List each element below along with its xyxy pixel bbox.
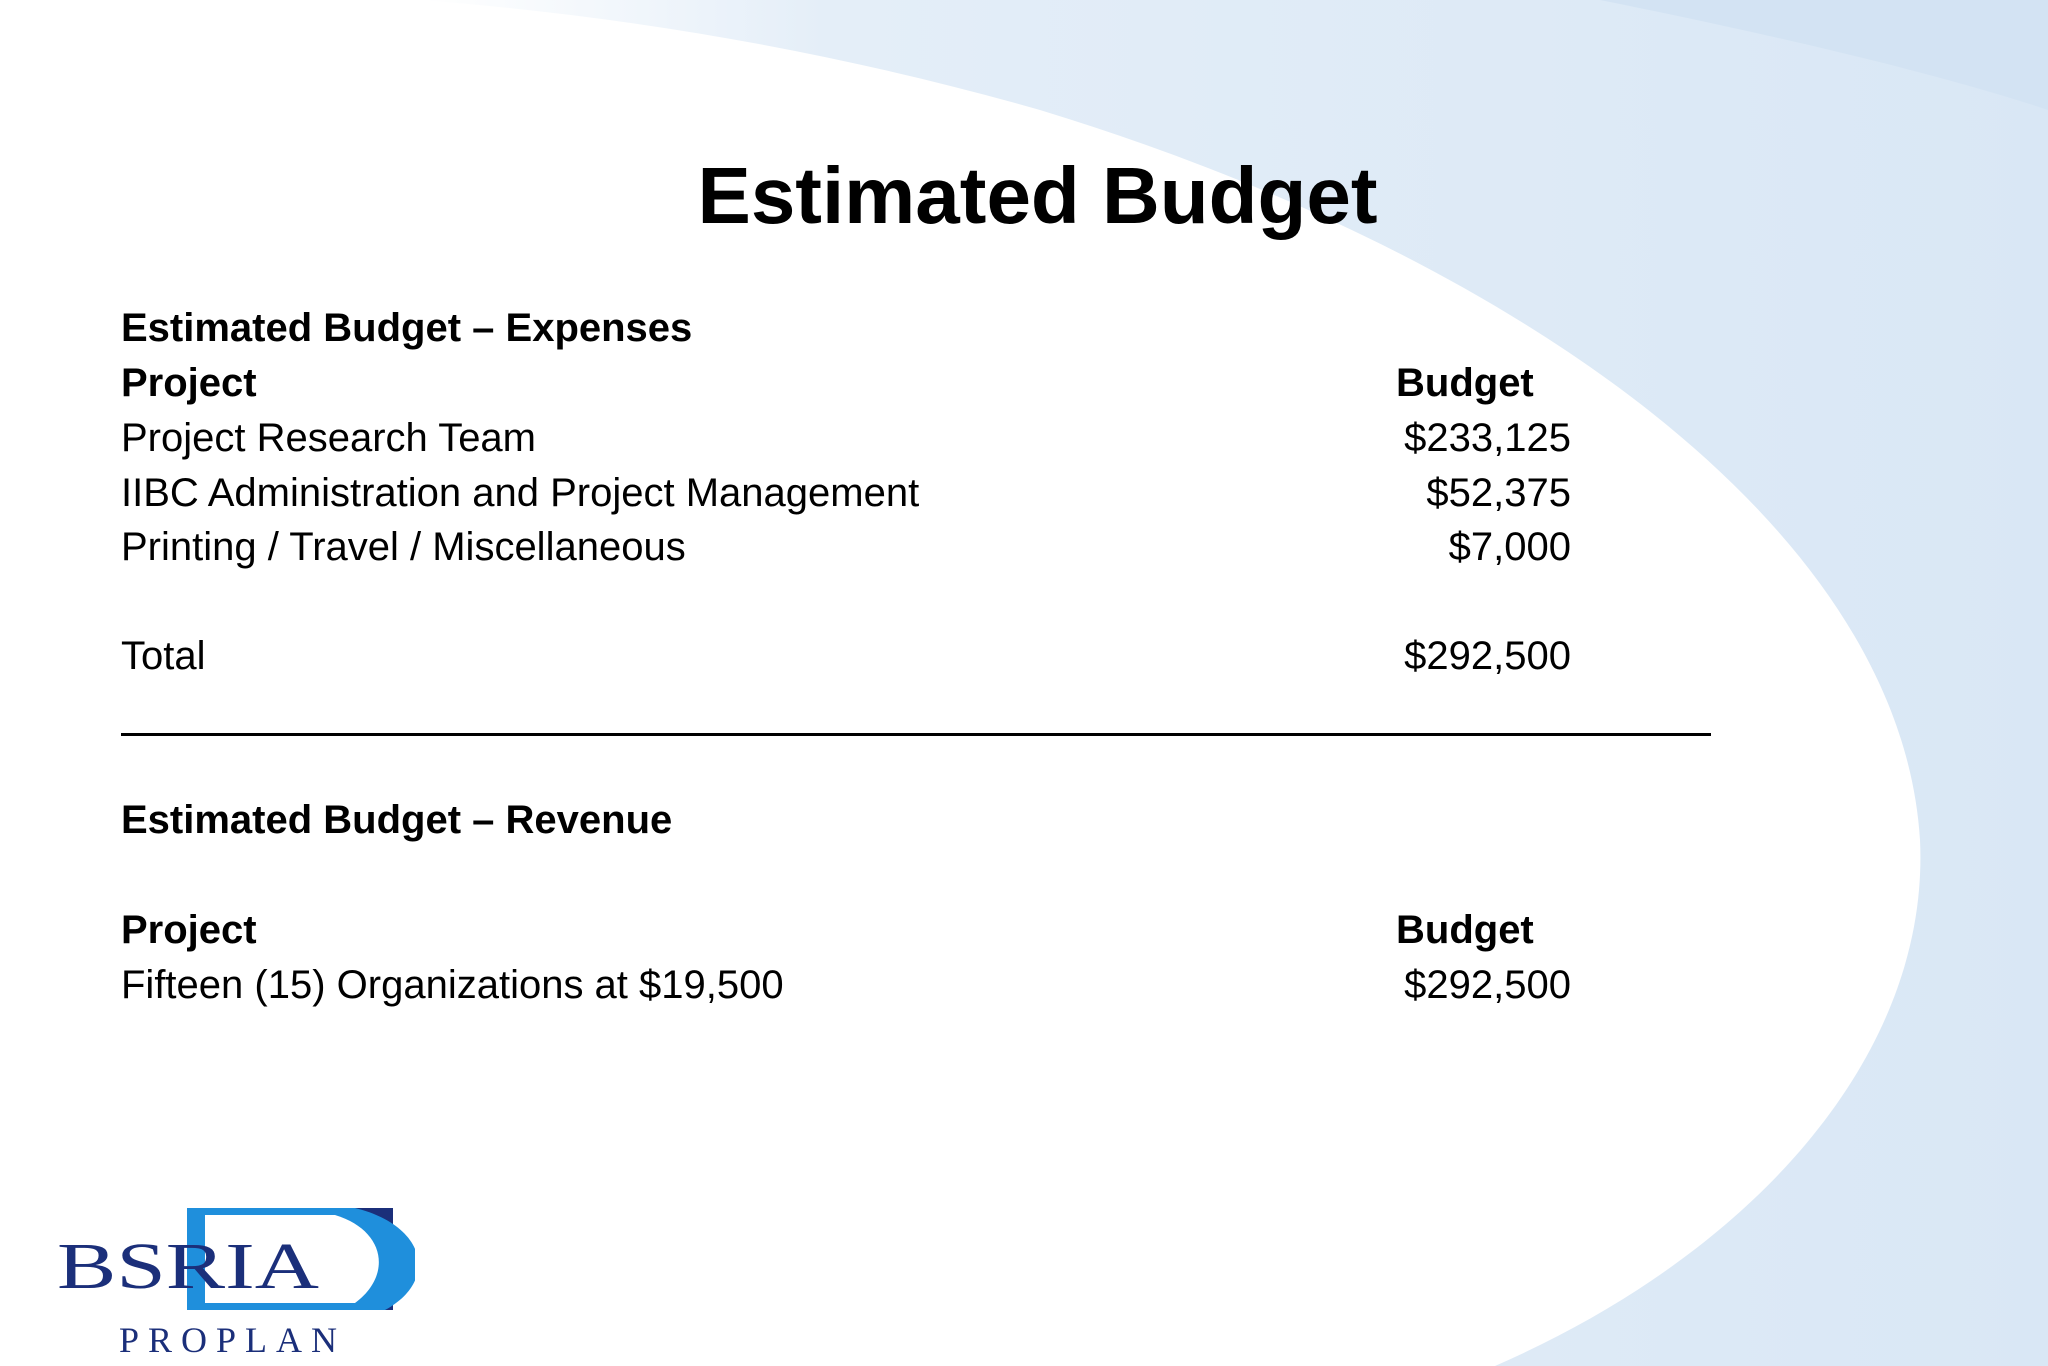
section-divider — [121, 733, 1711, 736]
expense-row: IIBC Administration and Project Manageme… — [121, 468, 1571, 518]
expenses-heading: Estimated Budget – Expenses — [121, 306, 693, 350]
expense-row: Printing / Travel / Miscellaneous $7,000 — [121, 522, 1571, 572]
expense-label: Printing / Travel / Miscellaneous — [121, 525, 686, 569]
revenue-column-headers: Project Budget — [121, 905, 1571, 955]
expense-amount: $233,125 — [1404, 416, 1571, 460]
expense-label: IIBC Administration and Project Manageme… — [121, 471, 920, 515]
expenses-heading-row: Estimated Budget – Expenses — [121, 303, 1571, 353]
expenses-project-header: Project — [121, 361, 257, 405]
expense-label: Project Research Team — [121, 416, 536, 460]
expense-amount: $7,000 — [1448, 525, 1571, 569]
bsria-proplan-logo: BSRIA PROPLAN — [57, 1208, 415, 1360]
logo-subtitle: PROPLAN — [119, 1320, 346, 1360]
revenue-row: Fifteen (15) Organizations at $19,500 $2… — [121, 960, 1571, 1010]
revenue-heading-row: Estimated Budget – Revenue — [121, 795, 1571, 845]
revenue-label: Fifteen (15) Organizations at $19,500 — [121, 963, 784, 1007]
expenses-total-row: Total $292,500 — [121, 631, 1571, 681]
revenue-amount: $292,500 — [1404, 963, 1571, 1007]
revenue-budget-header: Budget — [1396, 908, 1534, 952]
expenses-column-headers: Project Budget — [121, 358, 1571, 408]
logo-wordmark: BSRIA — [57, 1230, 319, 1303]
total-label: Total — [121, 634, 206, 678]
expense-amount: $52,375 — [1426, 471, 1571, 515]
expense-row: Project Research Team $233,125 — [121, 413, 1571, 463]
expenses-budget-header: Budget — [1396, 361, 1534, 405]
slide-title: Estimated Budget — [697, 151, 1378, 240]
total-amount: $292,500 — [1404, 634, 1571, 678]
revenue-heading: Estimated Budget – Revenue — [121, 798, 673, 842]
revenue-project-header: Project — [121, 908, 257, 952]
